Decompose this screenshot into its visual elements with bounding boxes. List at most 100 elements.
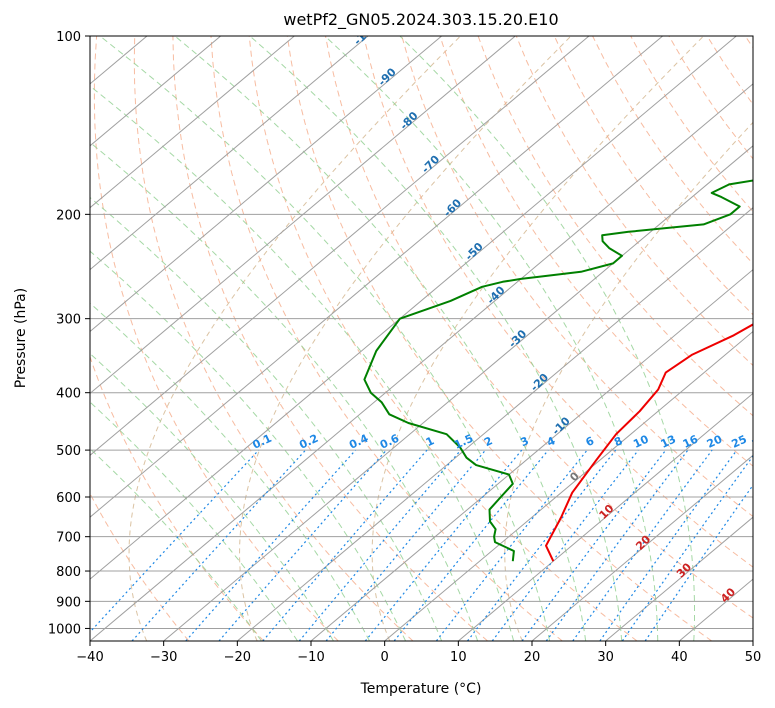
x-tick-label: 40 xyxy=(671,650,688,665)
mixing-ratio-label: 16 xyxy=(681,432,701,450)
moist-adiabat xyxy=(249,36,623,641)
dry-adiabat xyxy=(172,36,488,641)
mixing-ratio-label: 25 xyxy=(730,433,749,451)
x-tick-label: 50 xyxy=(745,650,762,665)
dry-adiabat xyxy=(93,36,339,641)
mixing-ratio-line xyxy=(131,449,307,641)
mixing-ratio-label: 10 xyxy=(631,432,651,450)
plot-frame xyxy=(89,35,754,642)
height-line xyxy=(371,36,704,641)
moist-adiabats xyxy=(90,36,695,641)
dry-adiabat xyxy=(515,36,753,367)
mixing-ratio-label: 30 xyxy=(750,432,770,450)
x-tick-label: −10 xyxy=(297,650,324,665)
y-tick-label: 200 xyxy=(56,208,81,223)
chart-title: wetPf2_GN05.2024.303.15.20.E10 xyxy=(283,10,558,30)
mixing-ratio-line xyxy=(90,449,260,633)
isotherm xyxy=(458,392,753,641)
isotherm xyxy=(90,36,590,456)
y-tick-label: 400 xyxy=(56,387,81,402)
dry-adiabat xyxy=(553,36,753,316)
x-tick-label: 30 xyxy=(597,650,614,665)
moist-adiabat xyxy=(90,85,515,641)
moist-adiabat xyxy=(174,36,587,641)
height-line xyxy=(128,36,461,641)
dewpoint-profile-line xyxy=(363,179,753,562)
mixing-ratio-label: 13 xyxy=(659,433,678,451)
height-line xyxy=(504,121,753,641)
isotherm xyxy=(90,36,663,518)
moist-adiabat xyxy=(90,196,443,641)
dry-adiabat xyxy=(210,36,563,641)
x-tick-label: 10 xyxy=(450,650,467,665)
mixing-ratio-line xyxy=(298,449,462,641)
mixing-ratio-line xyxy=(621,455,753,641)
moist-adiabat xyxy=(90,447,262,641)
moist-adiabat xyxy=(90,141,479,641)
mixing-ratio-lines xyxy=(90,449,753,641)
mixing-ratio-line xyxy=(393,449,549,641)
x-tick-label: −40 xyxy=(76,650,103,665)
profile-series xyxy=(363,179,753,562)
y-axis-ticks: 100 200 300 400 500 600 700 800 900 1000 xyxy=(48,30,90,637)
mixing-ratio-line xyxy=(545,449,689,641)
dry-adiabat xyxy=(90,492,190,641)
isotherm xyxy=(90,36,369,271)
mixing-ratio-line xyxy=(572,449,713,641)
isotherm xyxy=(531,454,753,641)
y-tick-label: 500 xyxy=(56,444,81,459)
dry-adiabat xyxy=(439,36,753,467)
y-tick-label: 1000 xyxy=(48,622,81,637)
dry-adiabat xyxy=(363,36,753,568)
mixing-ratio-line xyxy=(185,449,357,641)
x-axis-label: Temperature (°C) xyxy=(360,681,482,697)
isotherm xyxy=(310,268,753,641)
y-tick-label: 800 xyxy=(56,565,81,580)
isotherm xyxy=(90,36,295,209)
y-tick-label: 300 xyxy=(56,313,81,328)
isotherm xyxy=(90,36,442,333)
dry-adiabat xyxy=(325,36,753,619)
mixing-ratio-line xyxy=(325,449,486,641)
moist-adiabat xyxy=(399,36,695,641)
height-lines xyxy=(128,36,753,641)
isotherm xyxy=(90,36,516,395)
moist-adiabat xyxy=(99,36,551,641)
y-tick-label: 700 xyxy=(56,531,81,546)
y-axis-label: Pressure (hPa) xyxy=(13,288,29,388)
isotherm xyxy=(237,207,753,641)
isotherm-label: -100 xyxy=(351,19,380,48)
isotherm xyxy=(90,36,221,147)
pressure-gridlines xyxy=(90,36,753,629)
isotherm xyxy=(163,145,753,641)
x-tick-label: 20 xyxy=(524,650,541,665)
moist-adiabat xyxy=(90,352,334,641)
isotherm xyxy=(605,516,753,641)
mixing-ratio-line xyxy=(491,449,639,641)
mixing-ratio-line xyxy=(218,449,387,641)
plot-area: 0.10.20.40.611.52346810131620253036-100-… xyxy=(90,19,770,641)
moist-adiabat xyxy=(90,250,407,641)
mixing-ratio-line xyxy=(364,449,523,641)
x-tick-label: 0 xyxy=(381,650,389,665)
moist-adiabat xyxy=(90,401,298,641)
height-line xyxy=(238,36,572,641)
dry-adiabat xyxy=(477,36,753,417)
mixing-ratio-label: 20 xyxy=(705,432,725,450)
temperature-profile-line xyxy=(545,323,753,562)
x-tick-label: −20 xyxy=(224,650,251,665)
y-tick-label: 600 xyxy=(56,491,81,506)
mixing-ratio-line xyxy=(262,449,428,641)
x-tick-label: −30 xyxy=(150,650,177,665)
mixing-ratio-line xyxy=(467,449,617,641)
isotherm xyxy=(90,83,753,641)
isotherm xyxy=(384,330,753,641)
mixing-ratio-line xyxy=(599,449,738,641)
x-axis-ticks: −40 −30 −20 −10 0 10 20 30 40 50 xyxy=(76,641,761,665)
isotherms xyxy=(90,36,753,641)
y-tick-label: 100 xyxy=(56,30,81,45)
dry-adiabats xyxy=(90,36,753,641)
y-tick-label: 900 xyxy=(56,595,81,610)
